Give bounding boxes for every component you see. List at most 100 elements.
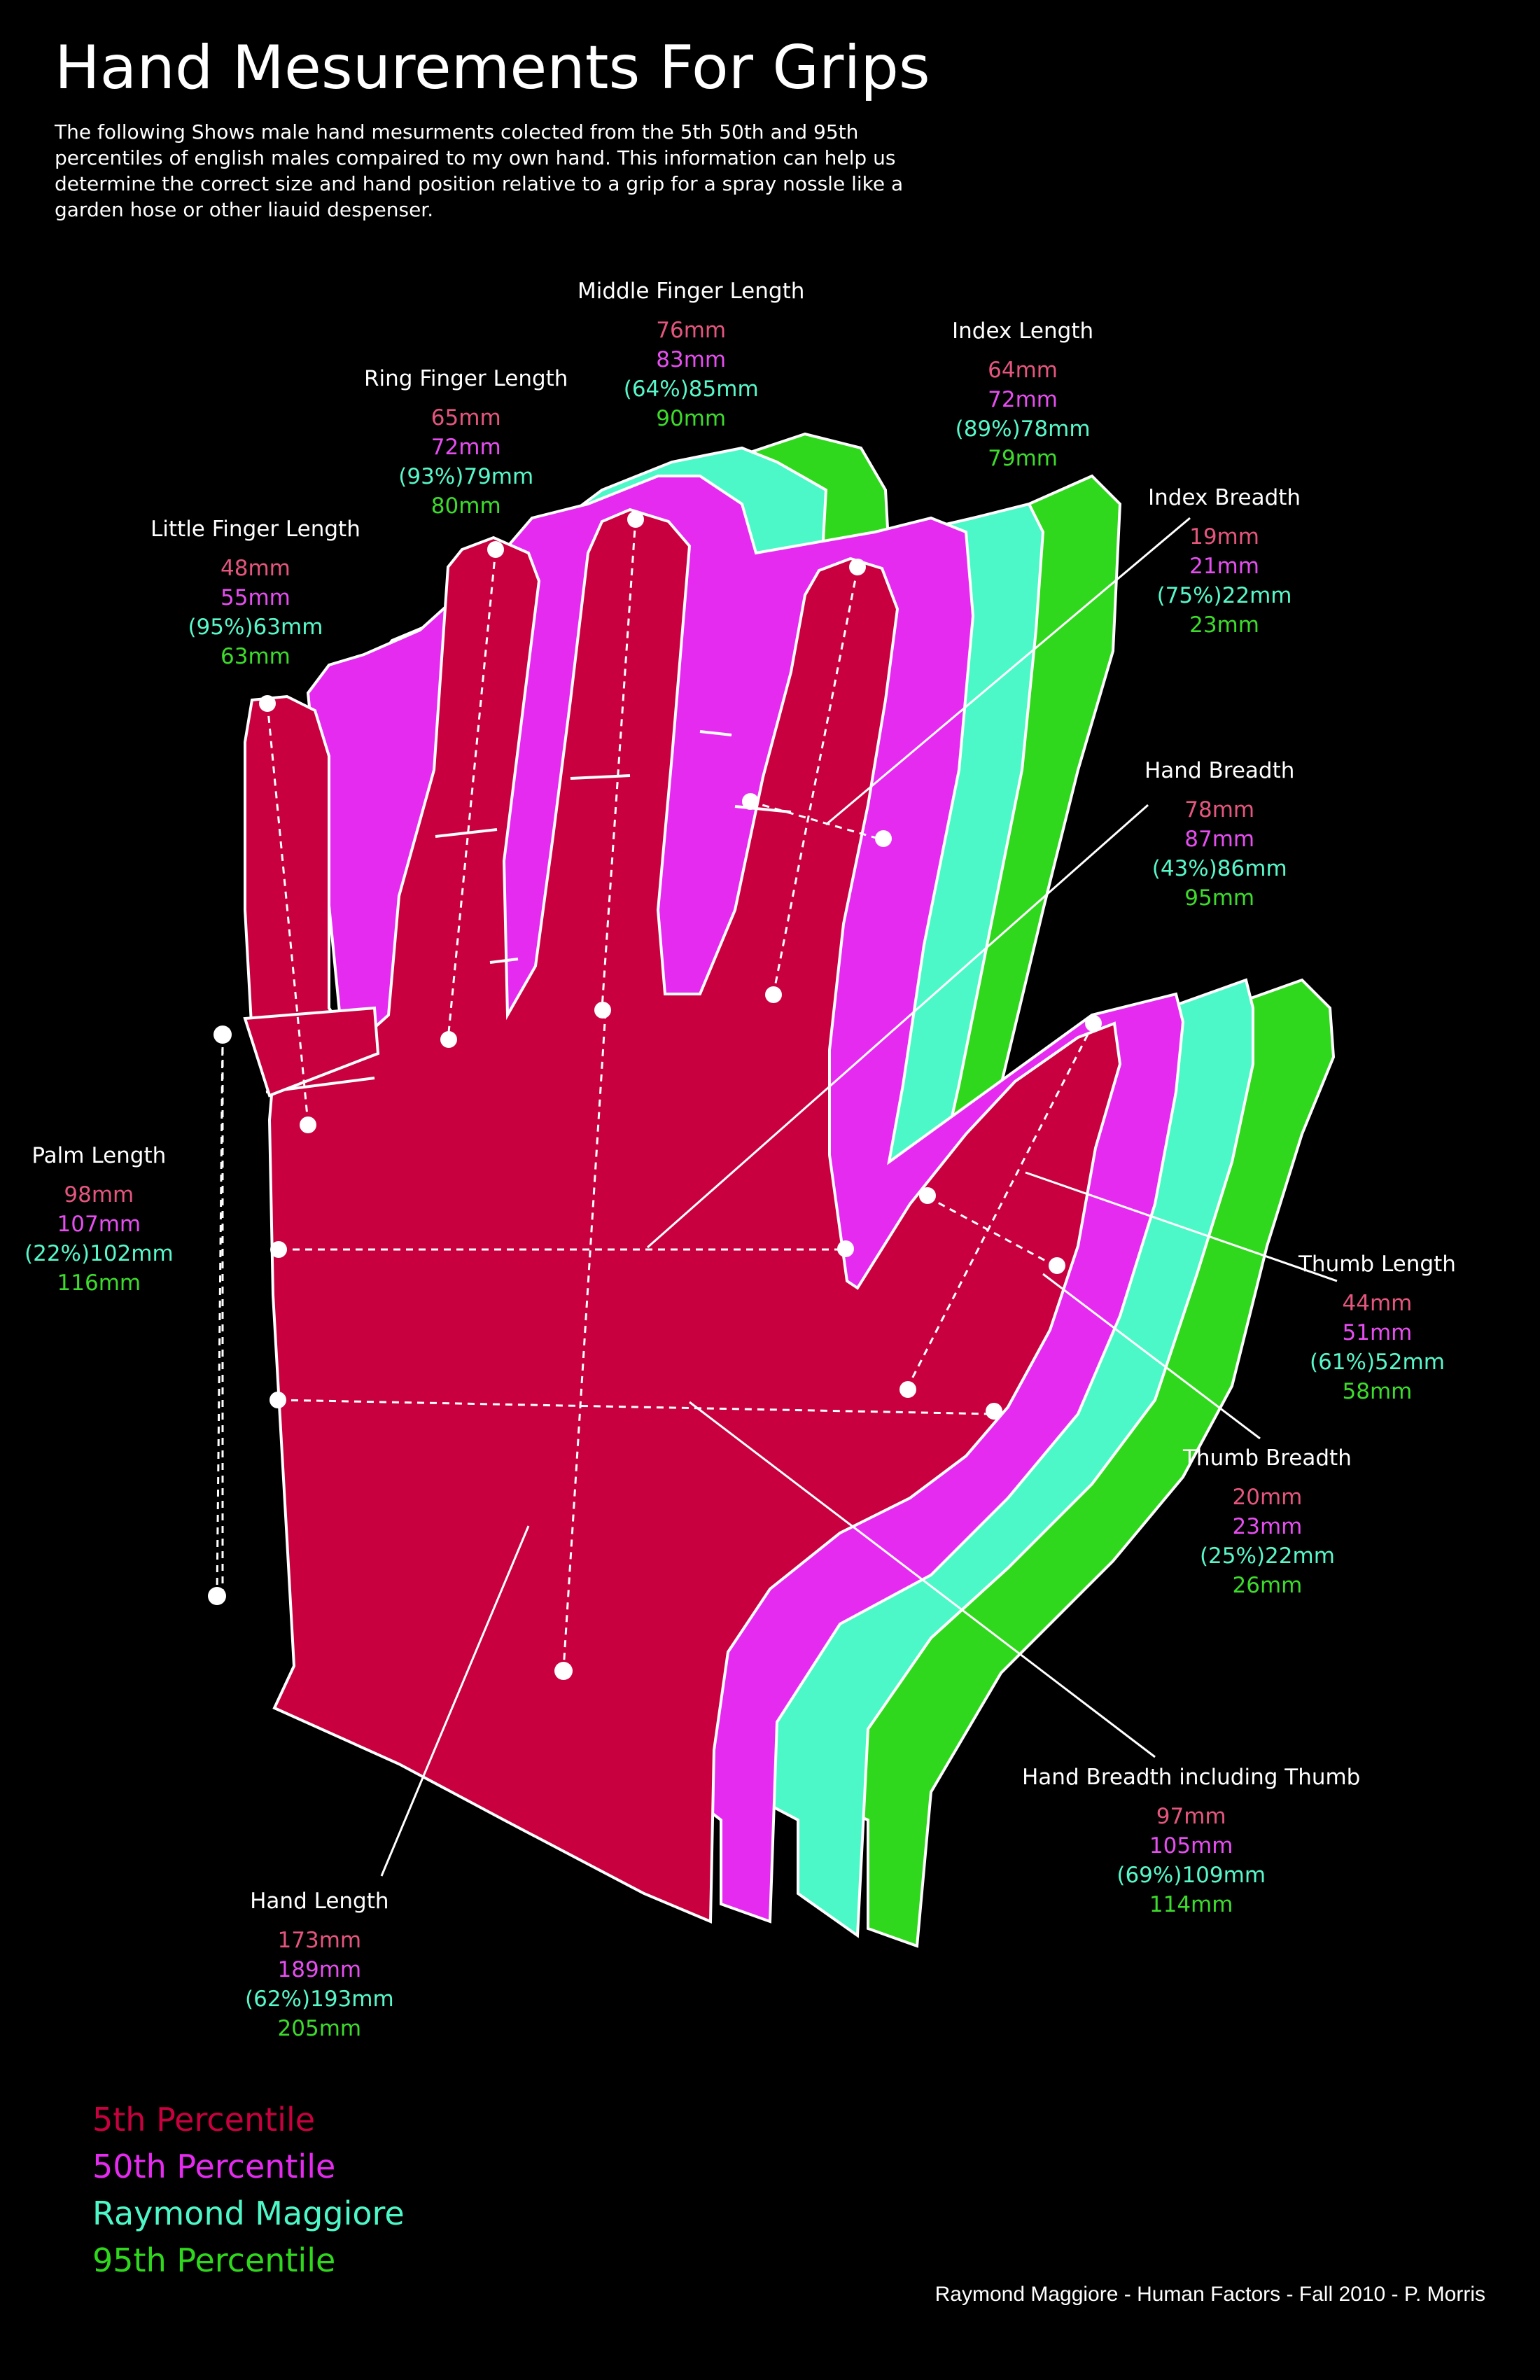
value-p5: 64mm	[988, 358, 1058, 383]
value-p95: 58mm	[1342, 1379, 1413, 1404]
value-raymond: (25%)22mm	[1199, 1544, 1335, 1569]
value-raymond: (22%)102mm	[24, 1241, 174, 1266]
value-p5: 44mm	[1342, 1291, 1413, 1316]
measure-label: Palm Length	[31, 1143, 167, 1168]
measure-label: Hand Length	[250, 1889, 389, 1914]
point-index-tip	[849, 559, 866, 575]
value-p95: 95mm	[1184, 886, 1255, 911]
point-little-base	[300, 1116, 316, 1133]
value-p5: 173mm	[277, 1928, 362, 1953]
point-breadth-thumb-right	[986, 1403, 1002, 1420]
measure-index-length: Index Length 64mm 72mm (89%)78mm 79mm	[952, 316, 1093, 473]
legend-p95: 95th Percentile	[92, 2241, 336, 2279]
value-p50: 105mm	[1149, 1833, 1233, 1858]
measure-label: Hand Breadth	[1144, 758, 1295, 783]
value-p50: 51mm	[1342, 1320, 1413, 1345]
point-index-breadth-left	[742, 793, 759, 810]
value-p95: 26mm	[1232, 1573, 1303, 1598]
value-p50: 72mm	[430, 435, 501, 460]
pinky-knuckle	[243, 1006, 380, 1098]
value-p50: 83mm	[656, 347, 727, 372]
legend-p5: 5th Percentile	[92, 2101, 316, 2138]
value-p5: 98mm	[64, 1182, 134, 1208]
value-p5: 76mm	[656, 318, 727, 343]
point-index-base	[765, 986, 782, 1003]
value-p50: 107mm	[57, 1212, 141, 1237]
value-p95: 114mm	[1149, 1892, 1233, 1917]
measure-little-finger: Little Finger Length 48mm 55mm (95%)63mm…	[150, 514, 360, 671]
measurement-points	[208, 511, 1102, 1680]
point-thumb-breadth-left	[919, 1187, 936, 1204]
measure-ring-finger: Ring Finger Length 65mm 72mm (93%)79mm 8…	[364, 364, 568, 521]
value-p50: 72mm	[988, 387, 1058, 412]
value-p5: 78mm	[1184, 797, 1255, 822]
measure-label: Index Length	[952, 318, 1094, 344]
value-raymond: (61%)52mm	[1309, 1350, 1445, 1375]
point-palm-bottom	[208, 1587, 226, 1605]
measure-middle-finger: Middle Finger Length 76mm 83mm (64%)85mm…	[578, 276, 804, 433]
value-p5: 20mm	[1232, 1485, 1303, 1510]
value-p50: 55mm	[220, 585, 290, 610]
measure-thumb-breadth: Thumb Breadth 20mm 23mm (25%)22mm 26mm	[1183, 1443, 1352, 1600]
value-p95: 116mm	[57, 1270, 141, 1296]
measure-label: Middle Finger Length	[578, 279, 805, 304]
legend-raymond: Raymond Maggiore	[92, 2194, 405, 2232]
value-p50: 87mm	[1184, 827, 1255, 852]
measure-palm-length: Palm Length 98mm 107mm (22%)102mm 116mm	[24, 1141, 174, 1298]
value-p5: 19mm	[1189, 524, 1259, 550]
point-thumb-tip	[1085, 1015, 1102, 1032]
measure-hand-breadth: Hand Breadth 78mm 87mm (43%)86mm 95mm	[1144, 756, 1294, 913]
value-p50: 23mm	[1232, 1514, 1303, 1539]
value-p50: 21mm	[1189, 554, 1259, 579]
point-middle-tip	[627, 511, 644, 528]
value-p50: 189mm	[277, 1957, 362, 1982]
measure-thumb-length: Thumb Length 44mm 51mm (61%)52mm 58mm	[1298, 1250, 1456, 1406]
point-middle-base	[594, 1002, 611, 1018]
value-raymond: (89%)78mm	[955, 416, 1091, 442]
value-p95: 63mm	[220, 644, 290, 669]
measure-label: Thumb Length	[1298, 1252, 1456, 1277]
intro-text: The following Shows male hand mesurments…	[55, 119, 951, 223]
point-thumb-breadth-right	[1049, 1257, 1065, 1274]
value-p95: 205mm	[277, 2016, 362, 2041]
legend-p50: 50th Percentile	[92, 2148, 336, 2185]
measure-index-breadth: Index Breadth 19mm 21mm (75%)22mm 23mm	[1148, 483, 1301, 640]
value-raymond: (95%)63mm	[188, 615, 323, 640]
value-raymond: (62%)193mm	[245, 1987, 394, 2012]
page-title: Hand Mesurements For Grips	[55, 33, 930, 103]
value-raymond: (93%)79mm	[398, 464, 534, 489]
measure-label: Thumb Breadth	[1183, 1446, 1352, 1471]
measure-label: Hand Breadth including Thumb	[1022, 1765, 1361, 1790]
point-breadth-thumb-left	[270, 1392, 286, 1408]
value-raymond: (64%)85mm	[623, 377, 759, 402]
credit-line: Raymond Maggiore - Human Factors - Fall …	[934, 2283, 1485, 2306]
point-little-tip	[259, 695, 276, 712]
measure-label: Index Breadth	[1148, 485, 1301, 510]
point-thumb-base	[899, 1381, 916, 1398]
measure-label: Little Finger Length	[150, 517, 360, 542]
point-palm-top	[214, 1026, 232, 1044]
point-hand-breadth-right	[837, 1240, 854, 1257]
value-p5: 65mm	[430, 405, 501, 430]
value-raymond: (75%)22mm	[1156, 583, 1292, 608]
value-p5: 97mm	[1156, 1804, 1226, 1829]
point-ring-tip	[487, 541, 504, 558]
measurement-guides	[216, 517, 1095, 1670]
point-index-breadth-right	[875, 830, 892, 847]
value-raymond: (43%)86mm	[1152, 856, 1287, 881]
value-p95: 23mm	[1189, 612, 1259, 638]
point-ring-base	[440, 1031, 457, 1048]
legend: 5th Percentile 50th Percentile Raymond M…	[92, 2096, 405, 2284]
point-hand-length-bottom	[554, 1662, 573, 1680]
intro-paragraph: The following Shows male hand mesurments…	[55, 120, 904, 221]
value-p95: 80mm	[430, 493, 501, 519]
measure-hand-breadth-thumb: Hand Breadth including Thumb 97mm 105mm …	[1022, 1763, 1360, 1919]
leader-lines	[221, 517, 1338, 1877]
value-raymond: (69%)109mm	[1116, 1863, 1266, 1888]
measure-hand-length: Hand Length 173mm 189mm (62%)193mm 205mm	[245, 1886, 394, 2043]
measure-label: Ring Finger Length	[364, 366, 568, 391]
value-p5: 48mm	[220, 556, 290, 581]
value-p95: 90mm	[656, 406, 727, 431]
